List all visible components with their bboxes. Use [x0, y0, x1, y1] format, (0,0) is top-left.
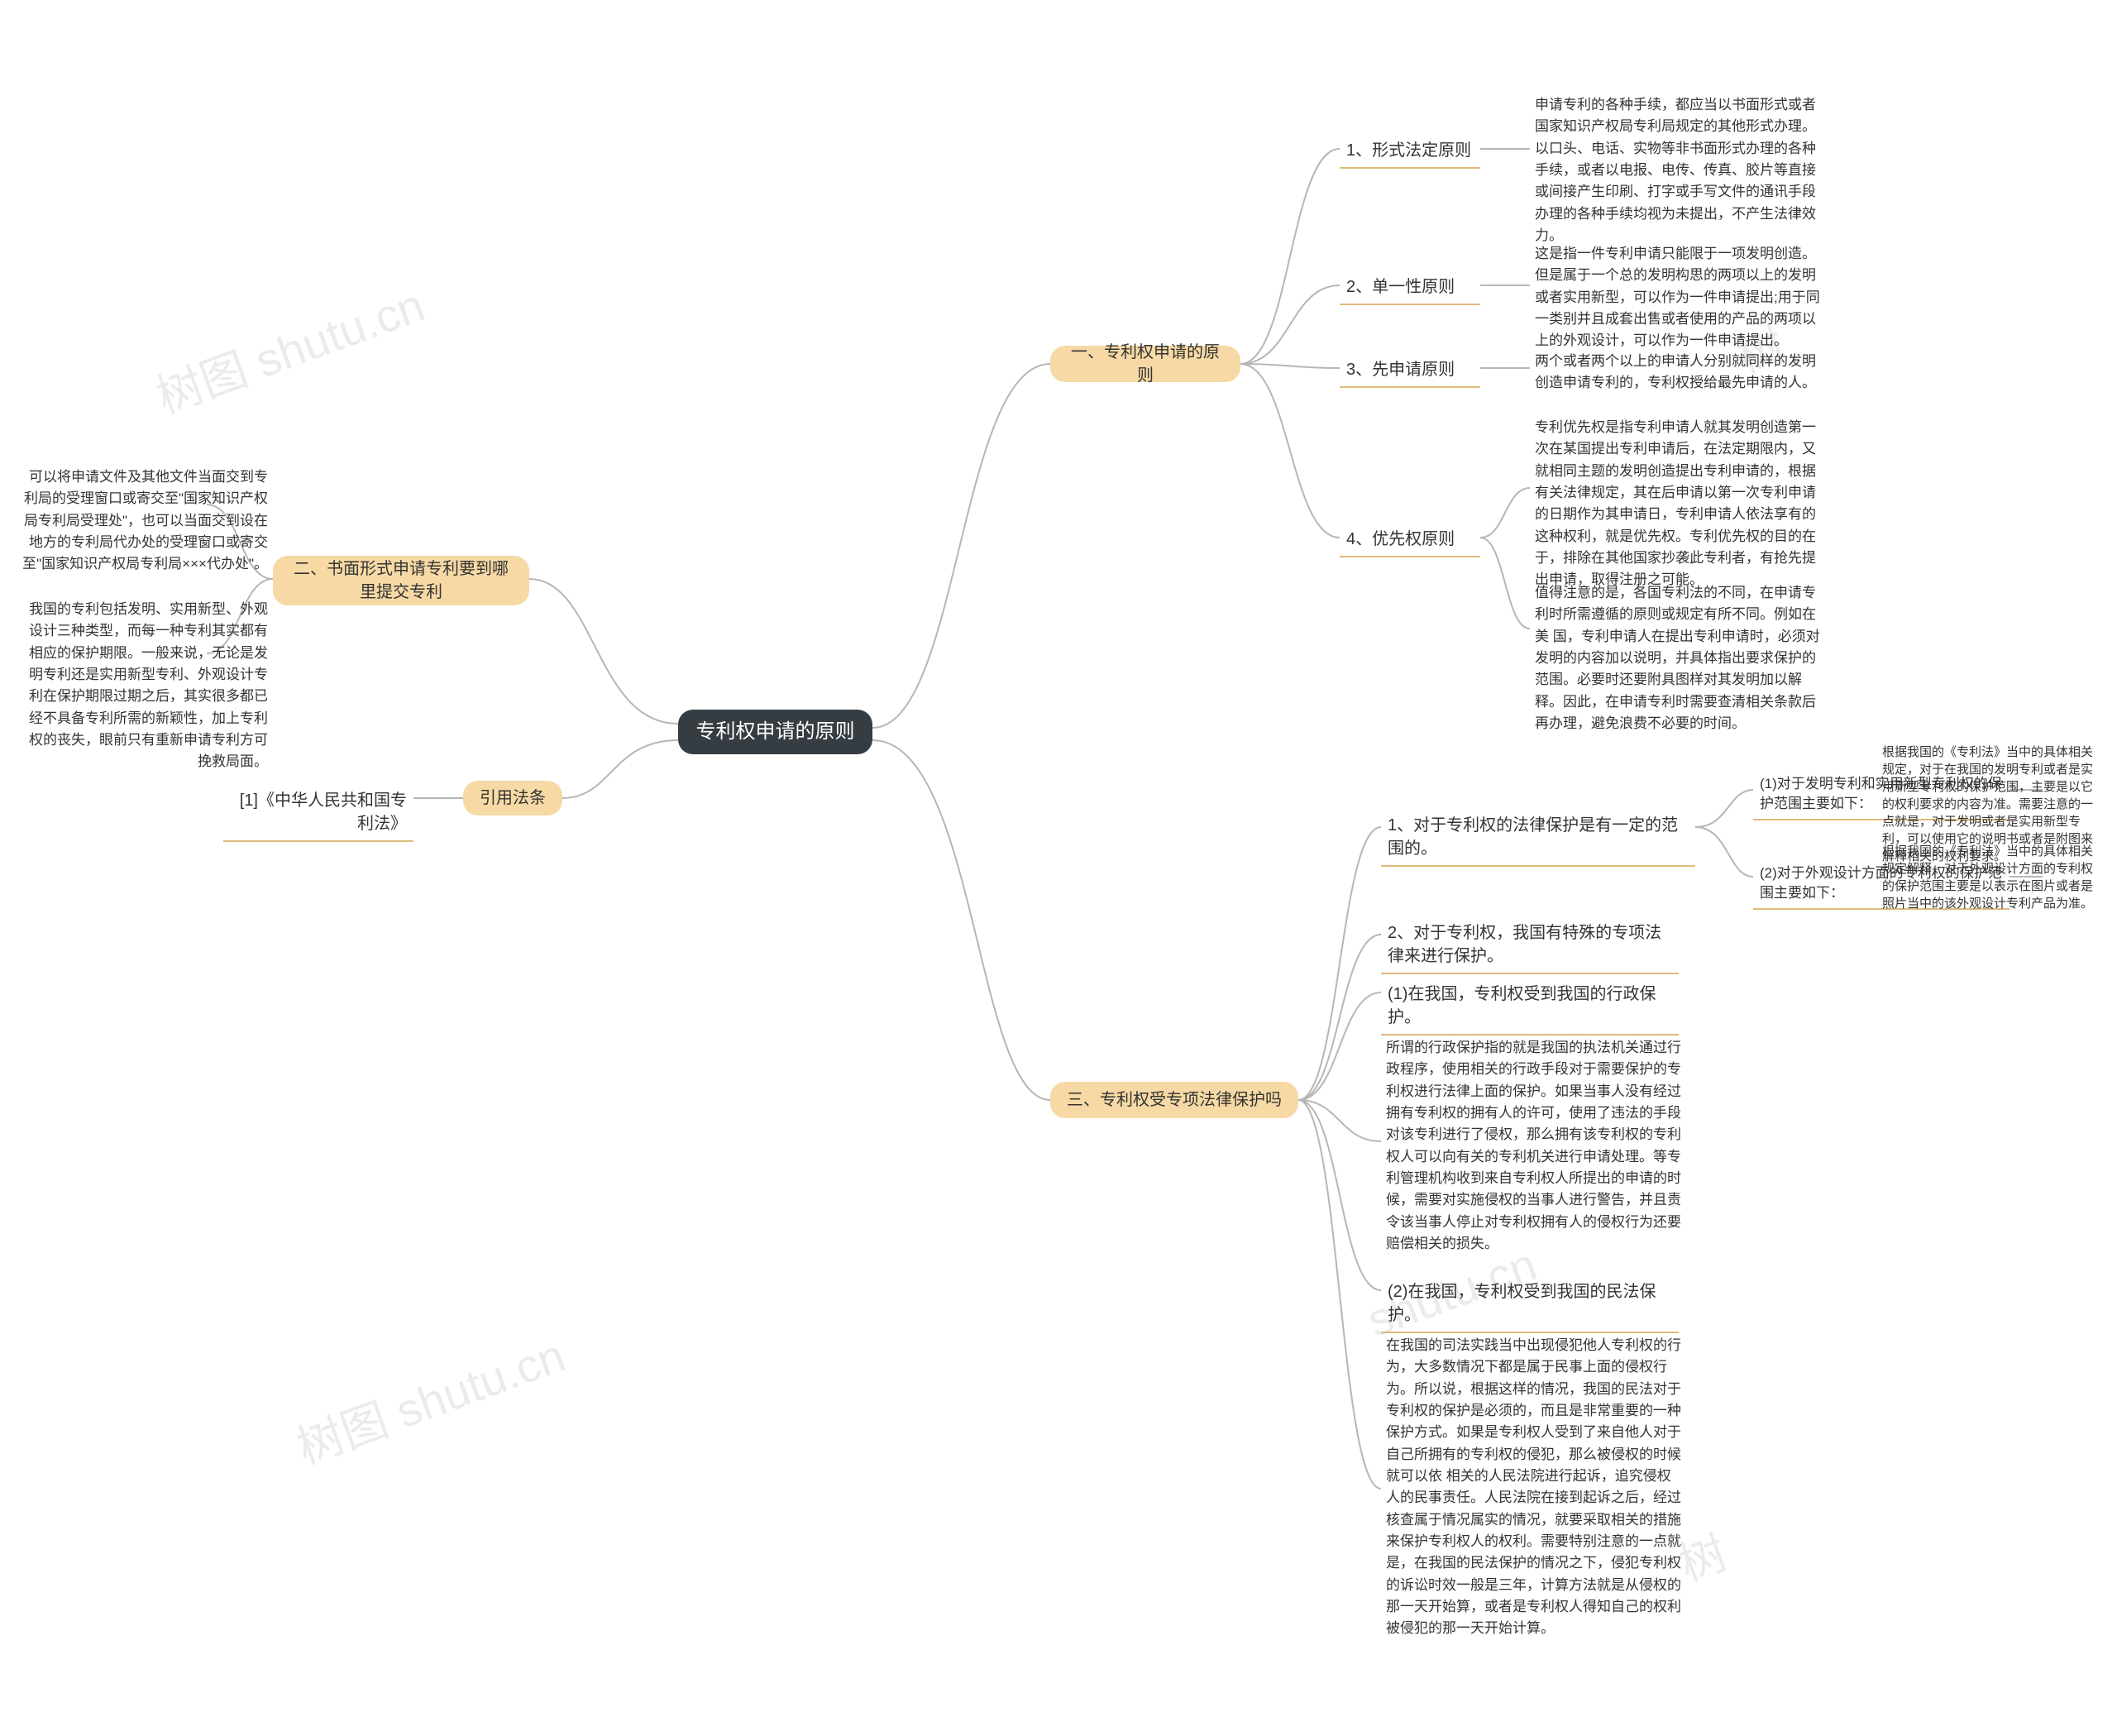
leaf-priority-2: 值得注意的是，各国专利法的不同，在申请专利时所需遵循的原则或规定有所不同。例如在…: [1530, 579, 1828, 738]
leaf-form-statutory: 申请专利的各种手续，都应当以书面形式或者国家知识产权局专利局规定的其他形式办理。…: [1530, 91, 1828, 250]
minor-node-unity: 2、单一性原则: [1340, 270, 1480, 305]
leaf-priority-1: 专利优先权是指专利申请人就其发明创造第一次在某国提出专利申请后，在法定期限内，又…: [1530, 414, 1828, 595]
root-node: 专利权申请的原则: [678, 710, 872, 754]
minor-node-priority: 4、优先权原则: [1340, 523, 1480, 557]
leaf-unity: 这是指一件专利申请只能限于一项发明创造。但是属于一个总的发明构思的两项以上的发明…: [1530, 240, 1828, 356]
major-node-citation: 引用法条: [463, 781, 562, 815]
leaf-submit-1: 可以将申请文件及其他文件当面交到专利局的受理窗口或寄交至"国家知识产权局专利局受…: [17, 463, 273, 579]
major-node-principles: 一、专利权申请的原则: [1050, 346, 1240, 382]
minor-node-first-file: 3、先申请原则: [1340, 353, 1480, 388]
minor-node-special-law: 2、对于专利权，我国有特殊的专项法律来进行保护。: [1381, 916, 1679, 974]
leaf-submit-2: 我国的专利包括发明、实用新型、外观设计三种类型，而每一种专利其实都有相应的保护期…: [17, 595, 273, 777]
watermark: 树图 shutu.cn: [286, 1318, 573, 1477]
major-node-where-submit: 二、书面形式申请专利要到哪里提交专利: [273, 556, 529, 605]
minor-node-scope: 1、对于专利权的法律保护是有一定的范围的。: [1381, 809, 1695, 867]
leaf-first-file: 两个或者两个以上的申请人分别就同样的发明创造申请专利的，专利权授给最先申请的人。: [1530, 347, 1828, 398]
leaf-design-scope-visible: 根据我国的《专利法》当中的具体相关规定解释，对于外观设计方面的专利权的保护范围主…: [1877, 839, 2105, 916]
leaf-citation: [1]《中华人民共和国专利法》: [223, 784, 413, 842]
major-node-legal-protection: 三、专利权受专项法律保护吗: [1050, 1082, 1298, 1118]
leaf-admin-protect-text: 所谓的行政保护指的就是我国的执法机关通过行政程序，使用相关的行政手段对于需要保护…: [1381, 1034, 1687, 1258]
minor-node-form-statutory: 1、形式法定原则: [1340, 134, 1480, 169]
minor-node-civil-protect: (2)在我国，专利权受到我国的民法保护。: [1381, 1275, 1679, 1333]
minor-node-admin-protect: (1)在我国，专利权受到我国的行政保护。: [1381, 978, 1679, 1035]
leaf-civil-protect-text: 在我国的司法实践当中出现侵犯他人专利权的行为，大多数情况下都是属于民事上面的侵权…: [1381, 1332, 1687, 1643]
watermark: 树图 shutu.cn: [146, 268, 432, 427]
